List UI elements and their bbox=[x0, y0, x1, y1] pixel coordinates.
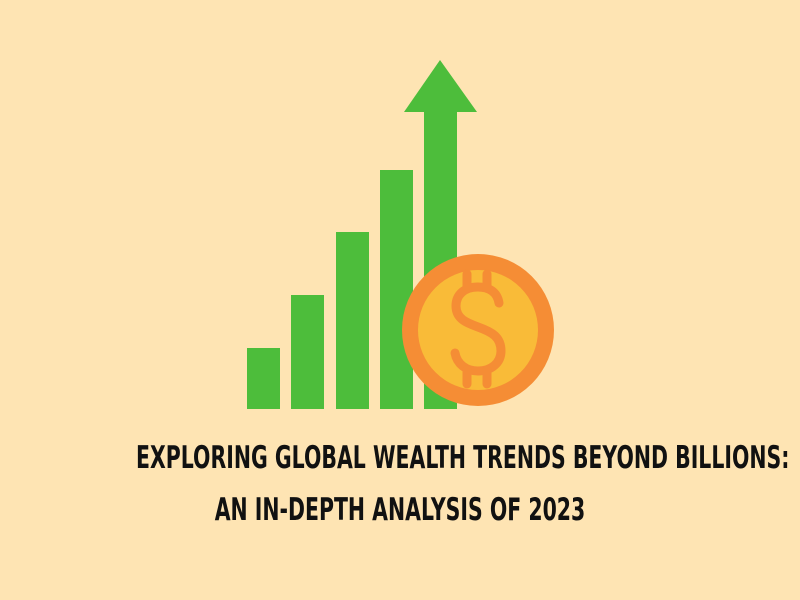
growth-bar-4 bbox=[380, 170, 413, 409]
dollar-coin-icon bbox=[402, 254, 554, 406]
title-line-1: EXPLORING GLOBAL WEALTH TRENDS BEYOND BI… bbox=[136, 440, 790, 476]
title-line-2: AN IN-DEPTH ANALYSIS OF 2023 bbox=[214, 492, 586, 528]
growth-bar-3 bbox=[336, 232, 369, 409]
page-title: EXPLORING GLOBAL WEALTH TRENDS BEYOND BI… bbox=[0, 432, 800, 536]
arrow-head bbox=[404, 60, 477, 112]
dollar-sign-icon bbox=[450, 269, 506, 389]
growth-bar-1 bbox=[247, 348, 280, 409]
growth-bar-2 bbox=[291, 295, 324, 409]
